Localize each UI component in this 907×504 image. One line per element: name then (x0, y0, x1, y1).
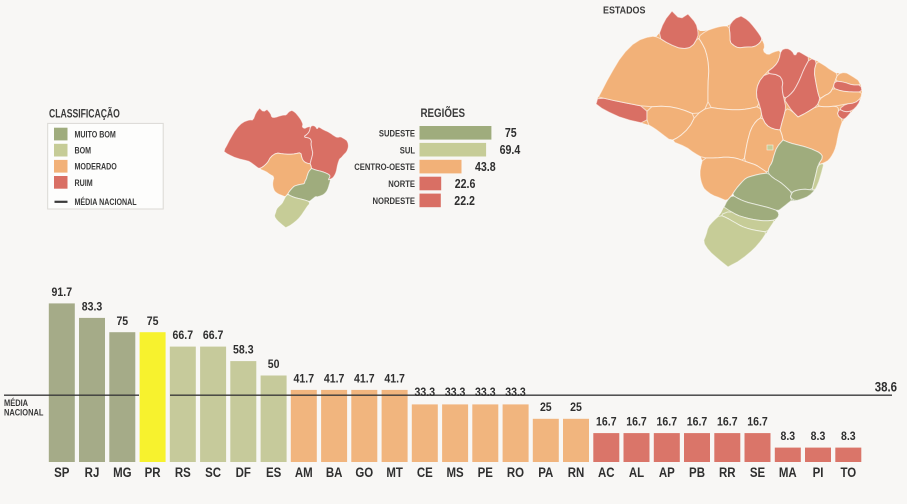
svg-text:MT: MT (386, 465, 403, 480)
svg-text:RUIM: RUIM (75, 178, 93, 188)
svg-text:DF: DF (236, 465, 252, 480)
svg-text:BOM: BOM (75, 146, 92, 156)
svg-text:CENTRO-OESTE: CENTRO-OESTE (354, 162, 415, 173)
svg-text:41.7: 41.7 (294, 373, 315, 386)
svg-text:8.3: 8.3 (780, 430, 795, 443)
svg-text:MODERADO: MODERADO (75, 162, 117, 172)
svg-text:AM: AM (295, 465, 313, 480)
svg-text:AC: AC (598, 465, 615, 480)
svg-text:41.7: 41.7 (324, 373, 345, 386)
svg-text:PE: PE (478, 465, 493, 480)
svg-text:66.7: 66.7 (173, 329, 194, 342)
svg-text:NORTE: NORTE (388, 178, 415, 189)
svg-text:SUL: SUL (400, 145, 415, 156)
svg-text:RS: RS (175, 465, 191, 480)
svg-text:16.7: 16.7 (687, 416, 708, 429)
svg-text:50: 50 (268, 358, 280, 371)
svg-text:75: 75 (116, 315, 128, 328)
svg-text:33.3: 33.3 (415, 386, 436, 399)
svg-text:41.7: 41.7 (354, 373, 375, 386)
svg-text:22.2: 22.2 (454, 194, 475, 208)
svg-text:MUITO BOM: MUITO BOM (75, 130, 117, 140)
svg-text:16.7: 16.7 (747, 416, 768, 429)
svg-text:25: 25 (570, 401, 582, 414)
svg-text:22.6: 22.6 (455, 177, 476, 191)
svg-text:75: 75 (505, 126, 517, 140)
svg-text:41.7: 41.7 (384, 373, 405, 386)
svg-text:33.3: 33.3 (445, 386, 466, 399)
svg-text:8.3: 8.3 (841, 430, 856, 443)
svg-text:25: 25 (540, 401, 552, 414)
svg-text:AL: AL (629, 465, 645, 480)
svg-text:BA: BA (326, 465, 343, 480)
svg-text:NORDESTE: NORDESTE (373, 195, 416, 206)
svg-text:ES: ES (266, 465, 281, 480)
svg-text:PB: PB (689, 465, 705, 480)
svg-text:TO: TO (840, 465, 856, 480)
svg-text:PI: PI (813, 465, 824, 480)
svg-text:8.3: 8.3 (811, 430, 826, 443)
svg-text:75: 75 (147, 315, 159, 328)
svg-text:CE: CE (417, 465, 433, 480)
svg-text:SC: SC (205, 465, 221, 480)
svg-text:RJ: RJ (85, 465, 100, 480)
svg-text:66.7: 66.7 (203, 329, 224, 342)
svg-text:REGIÕES: REGIÕES (421, 106, 465, 120)
svg-text:AP: AP (659, 465, 675, 480)
svg-text:RO: RO (507, 465, 524, 480)
svg-text:91.7: 91.7 (52, 286, 73, 299)
svg-text:MÉDIA: MÉDIA (4, 397, 28, 408)
svg-text:SE: SE (750, 465, 765, 480)
svg-text:MA: MA (779, 465, 797, 480)
svg-text:GO: GO (355, 465, 373, 480)
svg-text:CLASSIFICAÇÃO: CLASSIFICAÇÃO (49, 106, 120, 121)
svg-text:33.3: 33.3 (505, 386, 526, 399)
svg-text:43.8: 43.8 (475, 160, 496, 174)
svg-text:SUDESTE: SUDESTE (379, 128, 415, 139)
svg-text:83.3: 83.3 (82, 301, 103, 314)
svg-text:MS: MS (446, 465, 463, 480)
svg-text:SP: SP (54, 465, 69, 480)
svg-text:16.7: 16.7 (717, 416, 738, 429)
svg-text:MÉDIA NACIONAL: MÉDIA NACIONAL (75, 197, 137, 207)
svg-text:NACIONAL: NACIONAL (4, 408, 43, 418)
svg-text:38.6: 38.6 (875, 380, 897, 395)
svg-text:RN: RN (568, 465, 585, 480)
svg-text:16.7: 16.7 (596, 416, 617, 429)
svg-text:58.3: 58.3 (233, 344, 254, 357)
svg-text:PA: PA (538, 465, 553, 480)
svg-text:16.7: 16.7 (657, 416, 678, 429)
svg-text:69.4: 69.4 (500, 143, 521, 157)
svg-text:RR: RR (719, 465, 736, 480)
svg-text:MG: MG (113, 465, 131, 480)
svg-text:16.7: 16.7 (626, 416, 647, 429)
svg-text:ESTADOS: ESTADOS (603, 5, 646, 17)
svg-text:PR: PR (145, 465, 161, 480)
svg-text:33.3: 33.3 (475, 386, 496, 399)
